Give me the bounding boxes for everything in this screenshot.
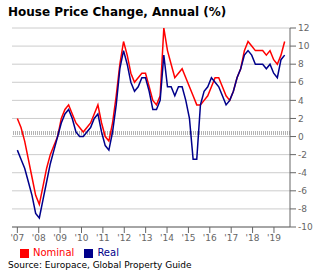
svg-text:'13: '13 [139, 233, 153, 243]
svg-text:'08: '08 [32, 233, 46, 243]
svg-text:'10: '10 [75, 233, 89, 243]
svg-text:-4: -4 [298, 168, 307, 178]
svg-text:'18: '18 [246, 233, 260, 243]
svg-text:10: 10 [298, 41, 310, 51]
html-text:Real: Real [97, 247, 119, 258]
svg-text:'15: '15 [181, 233, 195, 243]
svg-text:'19: '19 [267, 233, 281, 243]
svg-text:'07: '07 [10, 233, 24, 243]
html-text:Nominal: Nominal [33, 247, 75, 258]
svg-text:8: 8 [298, 59, 304, 69]
svg-text:-10: -10 [298, 222, 313, 232]
svg-text:0: 0 [298, 132, 304, 142]
svg-text:'09: '09 [53, 233, 67, 243]
svg-text:'16: '16 [203, 233, 217, 243]
svg-text:12: 12 [298, 23, 309, 33]
svg-text:-2: -2 [298, 150, 307, 160]
svg-text:'12: '12 [117, 233, 131, 243]
svg-text:-6: -6 [298, 186, 307, 196]
html-text:Source: Europace, Global Prope: Source: Europace, Global Property Guide [8, 260, 192, 270]
svg-text:2: 2 [298, 114, 304, 124]
svg-text:6: 6 [298, 77, 304, 87]
svg-text:'17: '17 [224, 233, 238, 243]
html-text:House Price Change, Annual (%): House Price Change, Annual (%) [8, 5, 227, 19]
svg-text:'14: '14 [160, 233, 174, 243]
svg-text:4: 4 [298, 96, 304, 106]
svg-text:-8: -8 [298, 204, 307, 214]
svg-text:'11: '11 [96, 233, 110, 243]
